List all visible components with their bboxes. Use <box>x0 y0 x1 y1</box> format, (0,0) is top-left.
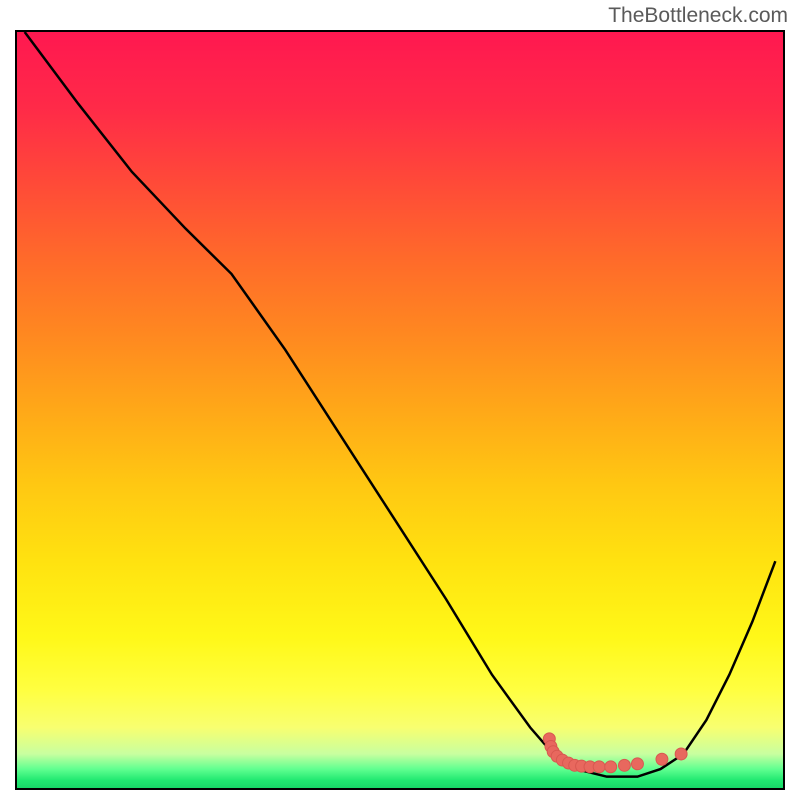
gradient-background <box>17 32 783 788</box>
watermark-text: TheBottleneck.com <box>608 4 788 28</box>
chart-container <box>15 30 785 790</box>
